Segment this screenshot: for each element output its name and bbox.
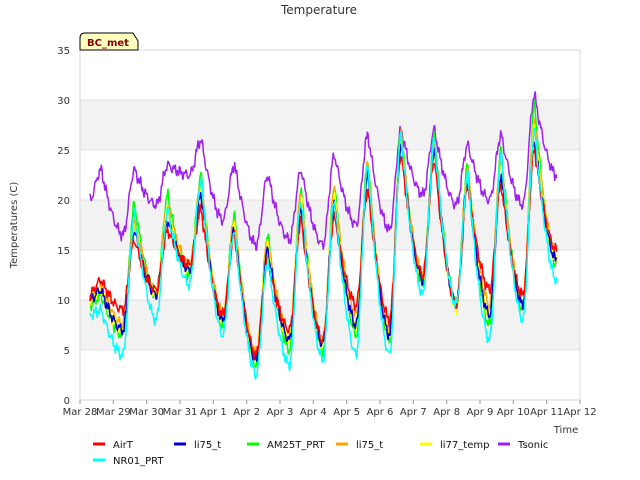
legend-item: li75_t: [336, 440, 383, 451]
legend-item: li75_t: [174, 440, 221, 451]
x-tick-label: Mar 30: [129, 407, 164, 418]
y-axis: 0 5 10 15 20 25 30 35: [57, 46, 70, 407]
grid-band: [80, 300, 580, 350]
x-tick-label: Apr 1: [200, 407, 227, 418]
y-tick-label: 30: [57, 96, 70, 107]
legend-item: AM25T_PRT: [247, 440, 326, 451]
chart-title: Temperature: [280, 3, 357, 17]
site-label-box: BC_met: [79, 32, 139, 51]
series-line-tsonic: [89, 91, 558, 251]
series-line-nr01-prt: [89, 127, 558, 380]
legend-item: li77_temp: [420, 440, 489, 451]
x-axis-label: Time: [553, 425, 578, 436]
legend: AirT li75_t AM25T_PRT li75_t li77_temp Tsonic…: [93, 440, 548, 467]
x-tick-label: Mar 28: [63, 407, 98, 418]
legend-label: AirT: [113, 440, 134, 451]
x-tick-label: Apr 6: [367, 407, 394, 418]
x-tick-label: Apr 2: [233, 407, 260, 418]
series-layer: [89, 91, 558, 380]
y-tick-label: 35: [57, 46, 70, 57]
series-line-airt: [89, 148, 558, 360]
x-tick-label: Apr 4: [300, 407, 327, 418]
legend-label: AM25T_PRT: [267, 440, 326, 451]
legend-item: AirT: [93, 440, 134, 451]
legend-item: NR01_PRT: [93, 456, 164, 467]
legend-item: Tsonic: [498, 440, 548, 451]
y-tick-label: 0: [64, 396, 70, 407]
y-tick-label: 10: [57, 296, 70, 307]
legend-label: NR01_PRT: [113, 456, 164, 467]
legend-label: li75_t: [194, 440, 221, 451]
grid-band: [80, 100, 580, 150]
x-tick-label: Apr 5: [333, 407, 360, 418]
x-tick-label: Apr 3: [267, 407, 294, 418]
x-tick-label: Apr 9: [467, 407, 494, 418]
x-tick-label: Mar 29: [96, 407, 131, 418]
y-tick-label: 25: [57, 146, 70, 157]
x-tick-label: Apr 12: [563, 407, 596, 418]
legend-label: li77_temp: [440, 440, 489, 451]
x-tick-label: Apr 8: [433, 407, 460, 418]
x-tick-label: Apr 7: [400, 407, 427, 418]
y-axis-label: Temperatures (C): [9, 182, 20, 270]
site-label: BC_met: [87, 38, 129, 49]
plot-frame: [79, 49, 581, 401]
y-tick-label: 5: [64, 346, 70, 357]
legend-label: Tsonic: [517, 440, 548, 451]
x-tick-label: Apr 11: [530, 407, 563, 418]
y-tick-label: 20: [57, 196, 70, 207]
x-tick-label: Mar 31: [163, 407, 198, 418]
x-tick-label: Apr 10: [497, 407, 530, 418]
y-tick-label: 15: [57, 246, 70, 257]
legend-label: li75_t: [356, 440, 383, 451]
